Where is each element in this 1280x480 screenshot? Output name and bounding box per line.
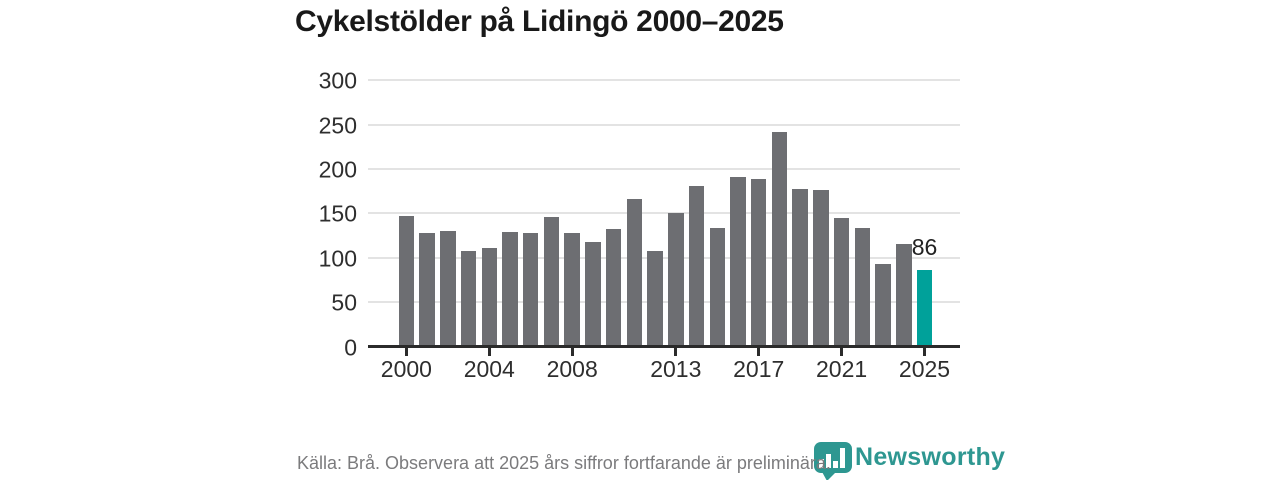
bar-2022 xyxy=(854,228,871,347)
newsworthy-wordmark: Newsworthy xyxy=(855,443,1006,471)
y-axis-tick-label: 200 xyxy=(318,156,357,183)
bar-2019 xyxy=(792,188,808,347)
bar-2025 xyxy=(916,270,933,347)
x-tick-2004 xyxy=(487,348,491,356)
bar-2007 xyxy=(543,216,560,347)
y-axis-tick-label: 300 xyxy=(318,67,357,94)
x-axis-tick-label: 2008 xyxy=(546,356,598,382)
bar-2015 xyxy=(709,228,725,347)
bar-2000 xyxy=(398,216,415,347)
bar-2001 xyxy=(419,232,435,347)
gridline-y-200 xyxy=(368,168,960,171)
source-note: Källa: Brå. Observera att 2025 års siffr… xyxy=(297,453,831,473)
x-tick-2000 xyxy=(404,348,408,356)
x-tick-2025 xyxy=(923,348,926,356)
x-axis-tick-label: 2025 xyxy=(898,356,951,382)
bar-value-label: 86 xyxy=(911,234,938,260)
bar-2005 xyxy=(502,232,518,347)
bar-2013 xyxy=(668,213,684,347)
x-tick-2017 xyxy=(757,348,761,356)
bar-2011 xyxy=(626,199,643,347)
bar-2014 xyxy=(688,185,705,347)
y-axis-tick-label: 0 xyxy=(344,334,357,360)
x-axis-tick-label: 2013 xyxy=(650,356,702,382)
chart-title: Cykelstölder på Lidingö 2000–2025 xyxy=(295,5,784,38)
y-axis-tick-label: 50 xyxy=(331,289,357,316)
bar-2002 xyxy=(440,231,456,347)
bar-2004 xyxy=(481,248,498,347)
y-axis-tick-label: 150 xyxy=(318,200,357,227)
bar-2023 xyxy=(875,263,891,347)
x-axis-tick-label: 2004 xyxy=(463,356,515,382)
bar-2020 xyxy=(813,190,829,347)
gridline-y-50 xyxy=(368,301,960,304)
x-axis-tick-label: 2017 xyxy=(733,356,785,382)
bar-2017 xyxy=(750,178,767,347)
gridline-y-100 xyxy=(368,256,960,259)
bar-2010 xyxy=(605,229,622,347)
bar-2009 xyxy=(585,241,601,347)
gridline-y-150 xyxy=(368,212,960,215)
x-tick-2013 xyxy=(674,348,678,356)
x-axis-tick-label: 2021 xyxy=(816,356,868,382)
bar-2003 xyxy=(460,250,477,347)
bar-2024 xyxy=(896,243,912,347)
x-axis-line xyxy=(368,345,960,348)
y-axis-tick-label: 250 xyxy=(318,112,357,139)
bar-2008 xyxy=(564,232,580,347)
bar-2012 xyxy=(647,250,663,347)
gridline-y-250 xyxy=(368,123,960,126)
x-tick-2008 xyxy=(570,348,574,356)
gridline-y-300 xyxy=(368,79,960,82)
y-axis-tick-label: 100 xyxy=(318,245,357,272)
bar-2021 xyxy=(833,217,850,347)
newsworthy-bar-chart-pin-icon xyxy=(814,442,852,480)
bar-2006 xyxy=(522,232,539,347)
bar-2016 xyxy=(730,177,746,347)
x-tick-2021 xyxy=(840,348,844,356)
newsworthy-logo: Newsworthy xyxy=(813,440,1005,480)
bar-2018 xyxy=(771,131,788,347)
x-axis-tick-label: 2000 xyxy=(380,356,432,382)
